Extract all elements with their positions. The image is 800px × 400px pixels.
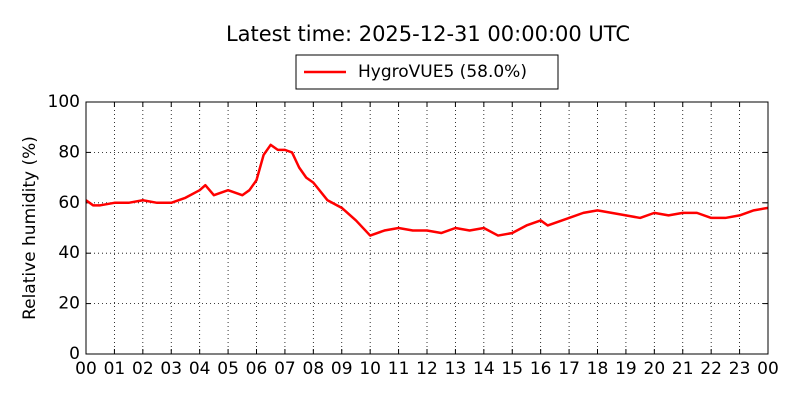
- x-tick-label: 02: [132, 359, 154, 379]
- x-tick-label: 06: [246, 359, 268, 379]
- x-tick-label: 00: [75, 359, 97, 379]
- x-tick-label: 18: [587, 359, 609, 379]
- y-tick-label: 100: [48, 92, 80, 112]
- x-tick-label: 13: [445, 359, 467, 379]
- x-tick-label: 01: [104, 359, 126, 379]
- x-tick-label: 19: [615, 359, 637, 379]
- x-tick-label: 00: [757, 359, 779, 379]
- x-tick-label: 23: [729, 359, 751, 379]
- x-tick-label: 17: [558, 359, 580, 379]
- x-tick-label: 05: [217, 359, 239, 379]
- x-tick-label: 03: [160, 359, 182, 379]
- x-tick-label: 20: [644, 359, 666, 379]
- x-tick-label: 12: [416, 359, 438, 379]
- x-tick-label: 04: [189, 359, 211, 379]
- legend-label: HygroVUE5 (58.0%): [358, 62, 527, 82]
- x-tick-label: 11: [388, 359, 410, 379]
- x-tick-label: 10: [359, 359, 381, 379]
- x-tick-label: 14: [473, 359, 495, 379]
- y-tick-label: 40: [58, 243, 80, 263]
- chart-title: Latest time: 2025-12-31 00:00:00 UTC: [226, 22, 630, 46]
- x-tick-label: 21: [672, 359, 694, 379]
- y-tick-label: 80: [58, 142, 80, 162]
- data-line: [85, 143, 769, 237]
- x-tick-label: 09: [331, 359, 353, 379]
- x-tick-label: 08: [303, 359, 325, 379]
- y-axis-label: Relative humidity (%): [20, 136, 40, 320]
- y-tick-label: 20: [58, 294, 80, 314]
- y-tick-label: 0: [69, 344, 80, 364]
- y-tick-label: 60: [58, 193, 80, 213]
- plot-frame: [85, 101, 769, 355]
- x-tick-label: 22: [700, 359, 722, 379]
- x-tick-label: 15: [501, 359, 523, 379]
- x-tick-label: 16: [530, 359, 552, 379]
- x-tick-label: 07: [274, 359, 296, 379]
